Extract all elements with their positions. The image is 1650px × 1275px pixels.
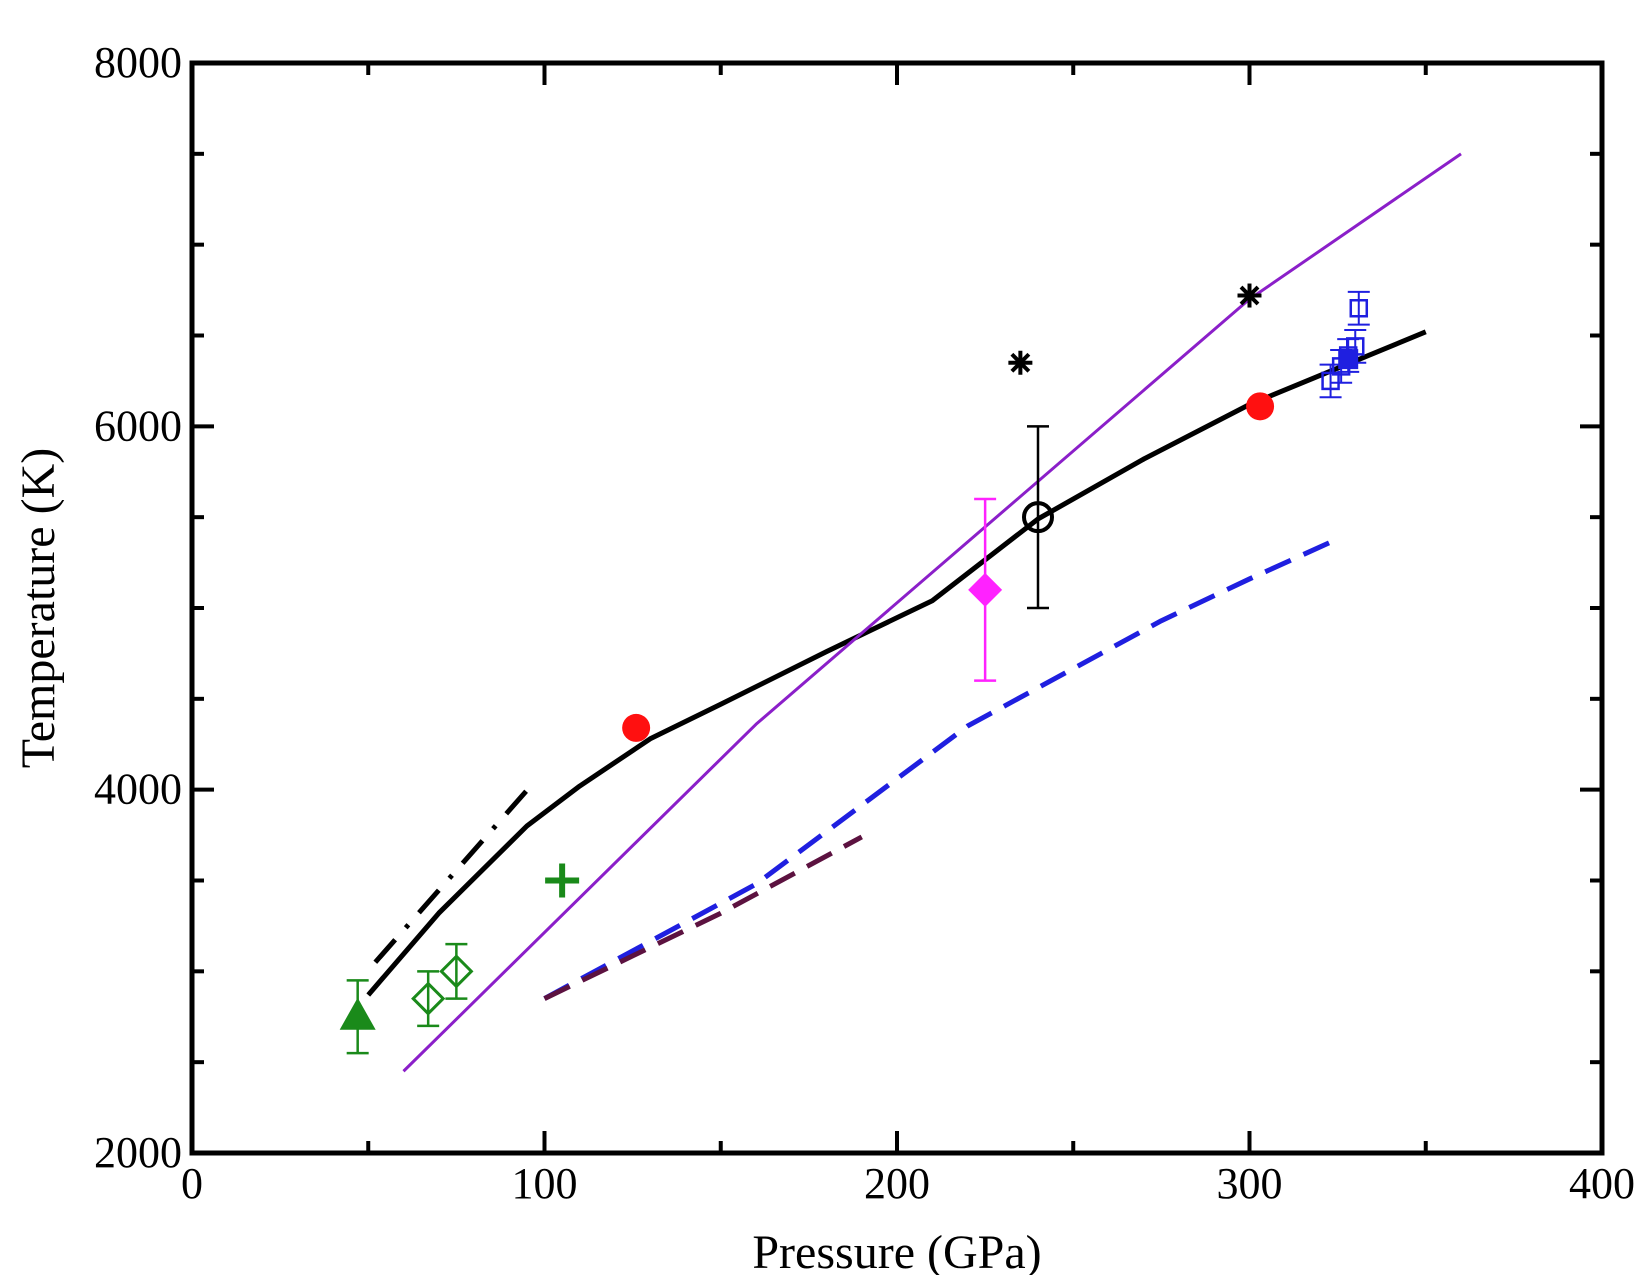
blue-square-filled (1338, 349, 1359, 370)
magenta-diamond-marker (968, 572, 1003, 607)
data-curves (366, 152, 1462, 1073)
y-tick-label: 8000 (94, 38, 182, 87)
plot-frame (189, 60, 1605, 1156)
data-markers (339, 283, 1370, 1055)
y-axis-title: Temperature (K) (12, 448, 65, 768)
black-asterisk-2-marker (1239, 285, 1260, 306)
green-triangle-marker (339, 997, 376, 1030)
y-tick-labels: 2000 4000 6000 8000 (94, 38, 182, 1177)
black-asterisk-1-marker (1010, 352, 1031, 373)
green-open-diamond-2 (439, 942, 474, 1000)
blue-dashed-line (543, 536, 1339, 1001)
red-circle-2-marker (1246, 392, 1275, 421)
red-circle-2 (1246, 392, 1275, 421)
blue-square-1 (1319, 363, 1342, 399)
x-tick-label: 300 (1217, 1159, 1283, 1208)
x-tick-label: 0 (181, 1159, 203, 1208)
red-circle-1-marker (622, 713, 651, 742)
black-dashdot-line (373, 780, 536, 964)
black-open-circle (1022, 425, 1054, 610)
blue-square-filled-marker (1338, 349, 1359, 370)
x-tick-label: 400 (1569, 1159, 1635, 1208)
black-open-circle-marker (1022, 501, 1054, 534)
red-circle-1 (622, 713, 651, 742)
blue-square-1-marker (1321, 371, 1340, 391)
black-asterisk-1 (1008, 350, 1033, 375)
y-tick-label: 2000 (94, 1128, 182, 1177)
y-tick-label: 6000 (94, 401, 182, 450)
axis-ticks (190, 61, 1604, 1155)
x-axis-title: Pressure (GPa) (752, 1226, 1041, 1275)
blue-square-5-marker (1349, 299, 1369, 318)
blue-square-5 (1347, 290, 1370, 326)
y-tick-label: 4000 (94, 765, 182, 814)
green-triangle (339, 979, 376, 1055)
green-open-diamond-2-marker (439, 954, 474, 989)
purple-thin-line (402, 152, 1462, 1073)
x-tick-labels: 0 100 200 300 400 (181, 1159, 1635, 1208)
x-tick-label: 100 (512, 1159, 578, 1208)
magenta-diamond (968, 497, 1003, 682)
green-plus (545, 863, 580, 898)
x-tick-label: 200 (864, 1159, 930, 1208)
green-open-diamond-1-marker (411, 981, 446, 1016)
black-asterisk-2 (1237, 283, 1262, 308)
maroon-dashed-line (543, 834, 863, 1001)
green-open-diamond-1 (411, 970, 446, 1028)
black-solid-melting-curve (366, 329, 1427, 997)
